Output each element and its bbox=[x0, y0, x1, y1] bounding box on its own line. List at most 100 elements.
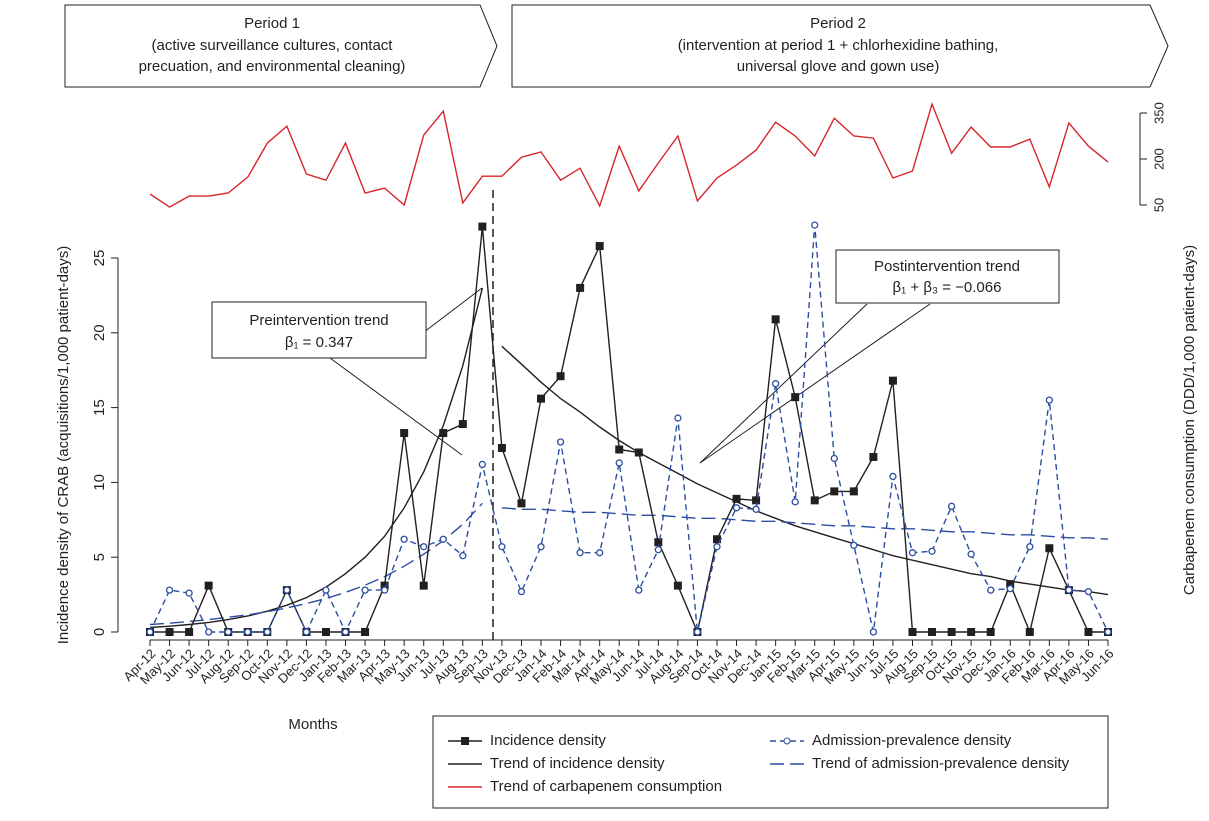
marker bbox=[596, 549, 604, 557]
legend-box bbox=[432, 715, 1109, 809]
marker bbox=[615, 459, 623, 467]
marker bbox=[556, 438, 565, 446]
y-tick-label: 25 bbox=[91, 250, 108, 267]
period-title: Period 2 bbox=[810, 15, 866, 32]
marker bbox=[1084, 628, 1093, 636]
marker bbox=[654, 546, 662, 554]
y-tick-label: 0 bbox=[91, 628, 108, 636]
marker bbox=[693, 628, 702, 636]
marker bbox=[1006, 584, 1014, 593]
annotation: Preintervention trend bbox=[249, 312, 388, 329]
marker bbox=[556, 372, 565, 381]
marker bbox=[1065, 586, 1073, 594]
marker bbox=[361, 586, 369, 594]
marker bbox=[889, 472, 897, 481]
marker bbox=[283, 586, 291, 594]
marker bbox=[771, 315, 780, 324]
marker bbox=[752, 496, 761, 505]
marker bbox=[1026, 543, 1034, 551]
marker bbox=[478, 460, 487, 469]
marker bbox=[165, 586, 174, 594]
pointer bbox=[699, 303, 931, 464]
marker bbox=[752, 505, 760, 513]
marker bbox=[146, 628, 154, 636]
legend-label: Admission-prevalence density bbox=[812, 732, 1012, 749]
marker bbox=[635, 586, 643, 594]
marker bbox=[967, 628, 976, 636]
marker bbox=[654, 538, 663, 547]
y-tick-label: 20 bbox=[91, 324, 108, 341]
marker bbox=[263, 628, 271, 636]
marker bbox=[576, 549, 584, 557]
marker bbox=[1006, 580, 1015, 589]
marker bbox=[380, 581, 389, 590]
marker bbox=[947, 628, 956, 636]
marker bbox=[595, 242, 604, 251]
marker bbox=[674, 414, 682, 422]
marker bbox=[244, 628, 252, 636]
marker bbox=[224, 628, 232, 636]
annotation-box bbox=[835, 249, 1060, 304]
marker bbox=[615, 445, 624, 454]
marker bbox=[732, 494, 741, 503]
marker bbox=[400, 429, 409, 438]
marker bbox=[380, 586, 389, 594]
marker bbox=[400, 535, 408, 543]
marker bbox=[537, 543, 545, 551]
marker bbox=[459, 552, 467, 560]
marker bbox=[478, 222, 487, 231]
marker bbox=[419, 581, 428, 590]
marker bbox=[947, 502, 956, 510]
marker bbox=[869, 628, 878, 636]
series-line bbox=[149, 101, 1109, 208]
marker bbox=[712, 535, 721, 544]
period-text: precuation, and environmental cleaning) bbox=[139, 58, 406, 75]
marker bbox=[673, 581, 682, 590]
legend-marker bbox=[461, 737, 469, 745]
legend-label: Incidence density bbox=[490, 732, 606, 749]
marker bbox=[928, 628, 937, 636]
y-tick-label: 10 bbox=[91, 474, 108, 491]
marker bbox=[204, 581, 213, 590]
y-tick-label: 5 bbox=[91, 553, 108, 561]
marker bbox=[498, 543, 506, 551]
trend-line bbox=[149, 502, 483, 626]
marker bbox=[1045, 544, 1054, 553]
trend-line bbox=[501, 507, 1109, 540]
marker bbox=[888, 376, 897, 385]
trend-line bbox=[149, 287, 484, 629]
marker bbox=[1084, 587, 1093, 596]
marker bbox=[771, 380, 780, 388]
marker bbox=[849, 487, 858, 496]
marker bbox=[576, 283, 585, 292]
legend-label: Trend of carbapenem consumption bbox=[490, 778, 722, 795]
y-axis-label: Incidence density of CRAB (acquisitions/… bbox=[55, 246, 72, 645]
trend-line bbox=[501, 345, 1109, 596]
marker bbox=[810, 496, 819, 505]
series-line bbox=[149, 225, 1109, 634]
marker bbox=[185, 628, 194, 636]
period-text: (intervention at period 1 + chlorhexidin… bbox=[678, 37, 999, 54]
annotation: β₁ = 0.347 bbox=[285, 334, 353, 351]
period-title: Period 1 bbox=[244, 15, 300, 32]
marker bbox=[439, 429, 448, 438]
marker bbox=[986, 628, 995, 636]
annotation: Postintervention trend bbox=[874, 258, 1020, 275]
annotation: β₁ + β₃ = −0.066 bbox=[893, 279, 1002, 296]
marker bbox=[869, 452, 878, 461]
marker bbox=[987, 586, 995, 594]
marker bbox=[420, 543, 428, 551]
marker bbox=[537, 394, 546, 403]
marker bbox=[1045, 396, 1053, 404]
marker bbox=[205, 628, 213, 636]
marker bbox=[908, 628, 917, 636]
y2-axis-label: Carbapenem consumption (DDD/1,000 patien… bbox=[1181, 245, 1198, 595]
marker bbox=[322, 586, 330, 594]
marker bbox=[321, 628, 330, 636]
marker bbox=[928, 547, 936, 555]
marker bbox=[791, 498, 799, 506]
period-text: (active surveillance cultures, contact bbox=[152, 37, 394, 54]
marker bbox=[165, 628, 174, 636]
y-tick-label: 15 bbox=[91, 399, 108, 416]
